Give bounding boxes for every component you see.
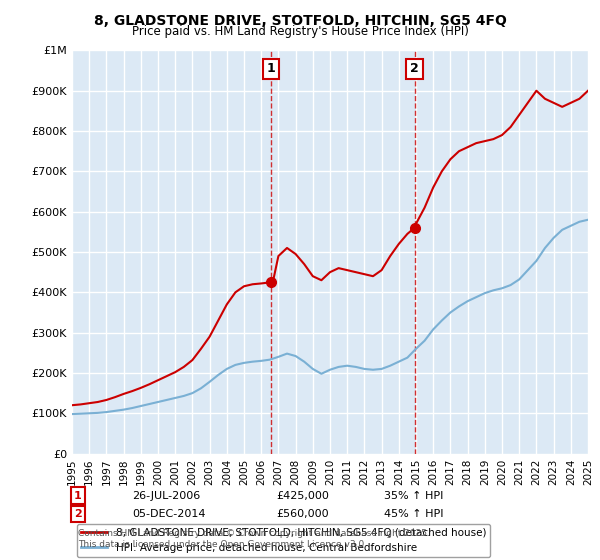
Legend: 8, GLADSTONE DRIVE, STOTFOLD, HITCHIN, SG5 4FQ (detached house), HPI: Average pr: 8, GLADSTONE DRIVE, STOTFOLD, HITCHIN, S… <box>77 524 490 557</box>
Text: 1: 1 <box>74 491 82 501</box>
Text: 35% ↑ HPI: 35% ↑ HPI <box>384 491 443 501</box>
Text: Price paid vs. HM Land Registry's House Price Index (HPI): Price paid vs. HM Land Registry's House … <box>131 25 469 38</box>
Text: 05-DEC-2014: 05-DEC-2014 <box>132 509 205 519</box>
Text: 8, GLADSTONE DRIVE, STOTFOLD, HITCHIN, SG5 4FQ: 8, GLADSTONE DRIVE, STOTFOLD, HITCHIN, S… <box>94 14 506 28</box>
Text: Contains HM Land Registry data © Crown copyright and database right 2025.
This d: Contains HM Land Registry data © Crown c… <box>78 529 430 549</box>
Text: 2: 2 <box>410 63 419 76</box>
Text: 1: 1 <box>266 63 275 76</box>
Text: £560,000: £560,000 <box>276 509 329 519</box>
Text: £425,000: £425,000 <box>276 491 329 501</box>
Text: 26-JUL-2006: 26-JUL-2006 <box>132 491 200 501</box>
Text: 2: 2 <box>74 509 82 519</box>
Text: 45% ↑ HPI: 45% ↑ HPI <box>384 509 443 519</box>
